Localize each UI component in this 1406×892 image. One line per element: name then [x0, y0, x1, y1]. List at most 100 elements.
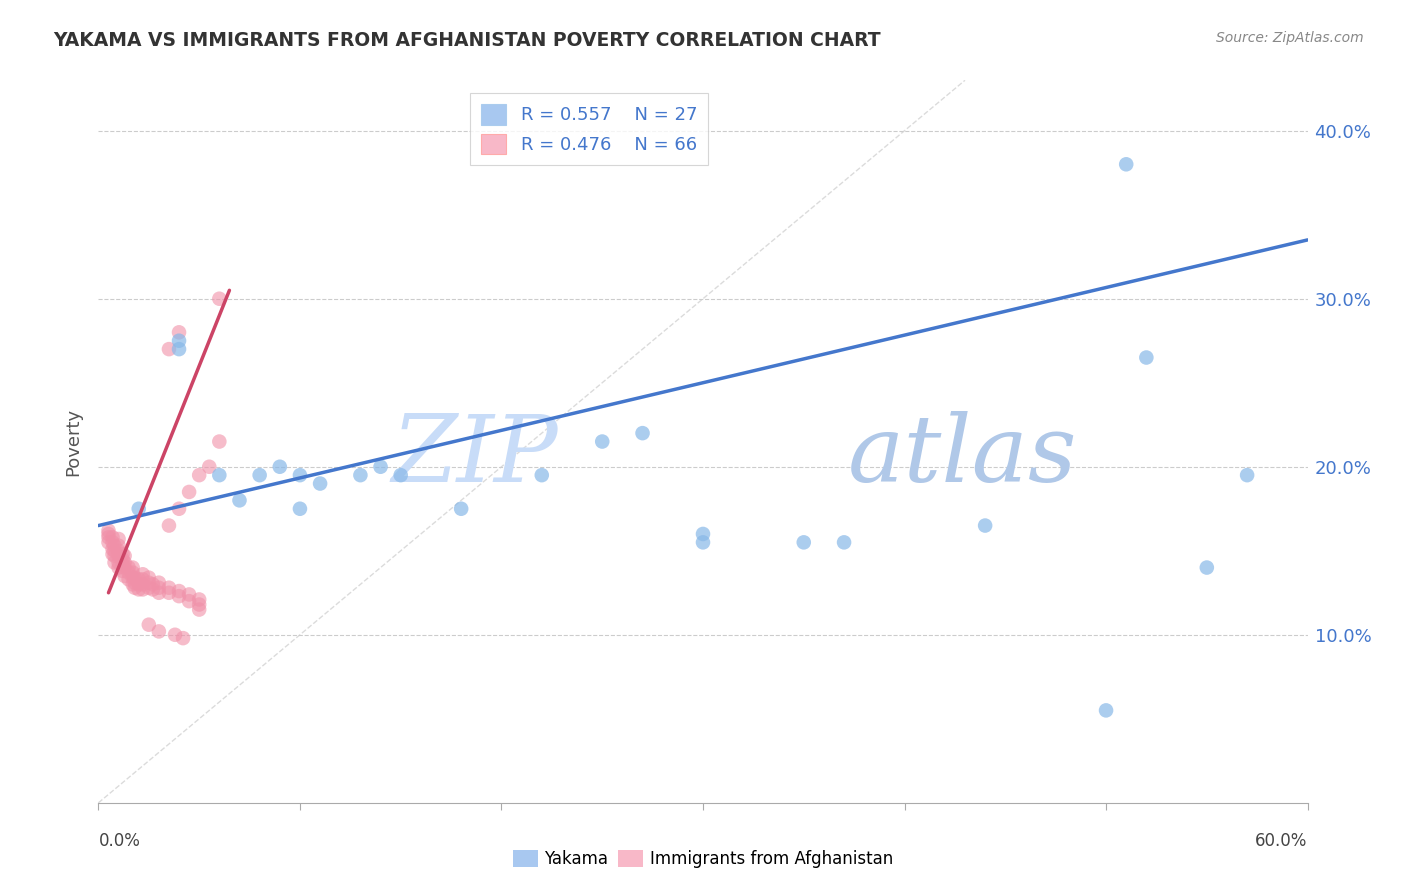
Point	[167, 584, 190, 599]
Point	[128, 577, 150, 591]
Point	[208, 292, 231, 306]
Point	[288, 501, 311, 516]
Point	[208, 434, 231, 449]
Point	[450, 501, 472, 516]
Point	[228, 493, 250, 508]
Point	[121, 577, 143, 591]
Point	[1115, 157, 1137, 171]
Point	[107, 560, 129, 574]
Point	[118, 572, 141, 586]
Point	[128, 582, 150, 597]
Point	[111, 547, 134, 561]
Legend: Yakama, Immigrants from Afghanistan: Yakama, Immigrants from Afghanistan	[506, 843, 900, 875]
Point	[591, 434, 613, 449]
Point	[167, 501, 190, 516]
Point	[114, 549, 136, 563]
Point	[167, 326, 190, 340]
Point	[101, 535, 124, 549]
Point	[97, 535, 120, 549]
Point	[309, 476, 332, 491]
Point	[249, 468, 271, 483]
Point	[138, 617, 160, 632]
Point	[138, 575, 160, 590]
Point	[974, 518, 997, 533]
Point	[179, 485, 201, 500]
Point	[530, 468, 553, 483]
Point	[188, 468, 211, 483]
Point	[692, 535, 714, 549]
Point	[172, 631, 194, 645]
Point	[269, 459, 291, 474]
Point	[101, 542, 124, 557]
Point	[692, 527, 714, 541]
Legend: R = 0.557    N = 27, R = 0.476    N = 66: R = 0.557 N = 27, R = 0.476 N = 66	[470, 93, 709, 165]
Point	[103, 543, 125, 558]
Point	[132, 572, 155, 586]
Point	[124, 575, 146, 590]
Point	[97, 530, 120, 544]
Point	[167, 589, 190, 603]
Point	[142, 582, 165, 597]
Point	[138, 581, 160, 595]
Point	[188, 602, 211, 616]
Point	[1236, 468, 1258, 483]
Point	[1135, 351, 1157, 365]
Point	[107, 539, 129, 553]
Point	[101, 547, 124, 561]
Point	[124, 571, 146, 585]
Point	[103, 549, 125, 563]
Point	[114, 556, 136, 570]
Point	[370, 459, 392, 474]
Point	[107, 549, 129, 563]
Point	[167, 342, 190, 356]
Point	[111, 558, 134, 572]
Point	[163, 628, 186, 642]
Point	[107, 532, 129, 546]
Point	[157, 342, 180, 356]
Point	[188, 592, 211, 607]
Point	[97, 524, 120, 538]
Point	[111, 552, 134, 566]
Point	[132, 567, 155, 582]
Point	[188, 598, 211, 612]
Text: 60.0%: 60.0%	[1256, 832, 1308, 850]
Point	[389, 468, 412, 483]
Text: YAKAMA VS IMMIGRANTS FROM AFGHANISTAN POVERTY CORRELATION CHART: YAKAMA VS IMMIGRANTS FROM AFGHANISTAN PO…	[53, 31, 882, 50]
Point	[121, 571, 143, 585]
Point	[114, 569, 136, 583]
Point	[148, 581, 170, 595]
Point	[121, 566, 143, 580]
Point	[111, 564, 134, 578]
Point	[128, 501, 150, 516]
Point	[157, 518, 180, 533]
Point	[114, 560, 136, 574]
Point	[288, 468, 311, 483]
Point	[631, 426, 654, 441]
Point	[118, 560, 141, 574]
Point	[142, 577, 165, 591]
Text: ZIP: ZIP	[391, 411, 558, 501]
Point	[157, 586, 180, 600]
Point	[118, 566, 141, 580]
Point	[793, 535, 815, 549]
Point	[179, 587, 201, 601]
Y-axis label: Poverty: Poverty	[65, 408, 83, 475]
Point	[107, 543, 129, 558]
Point	[97, 527, 120, 541]
Point	[349, 468, 371, 483]
Point	[179, 594, 201, 608]
Point	[138, 571, 160, 585]
Point	[148, 575, 170, 590]
Point	[832, 535, 855, 549]
Point	[132, 582, 155, 597]
Point	[128, 572, 150, 586]
Text: 0.0%: 0.0%	[98, 832, 141, 850]
Point	[157, 581, 180, 595]
Point	[103, 556, 125, 570]
Text: atlas: atlas	[848, 411, 1077, 501]
Point	[167, 334, 190, 348]
Point	[1195, 560, 1218, 574]
Point	[103, 539, 125, 553]
Point	[101, 530, 124, 544]
Point	[121, 560, 143, 574]
